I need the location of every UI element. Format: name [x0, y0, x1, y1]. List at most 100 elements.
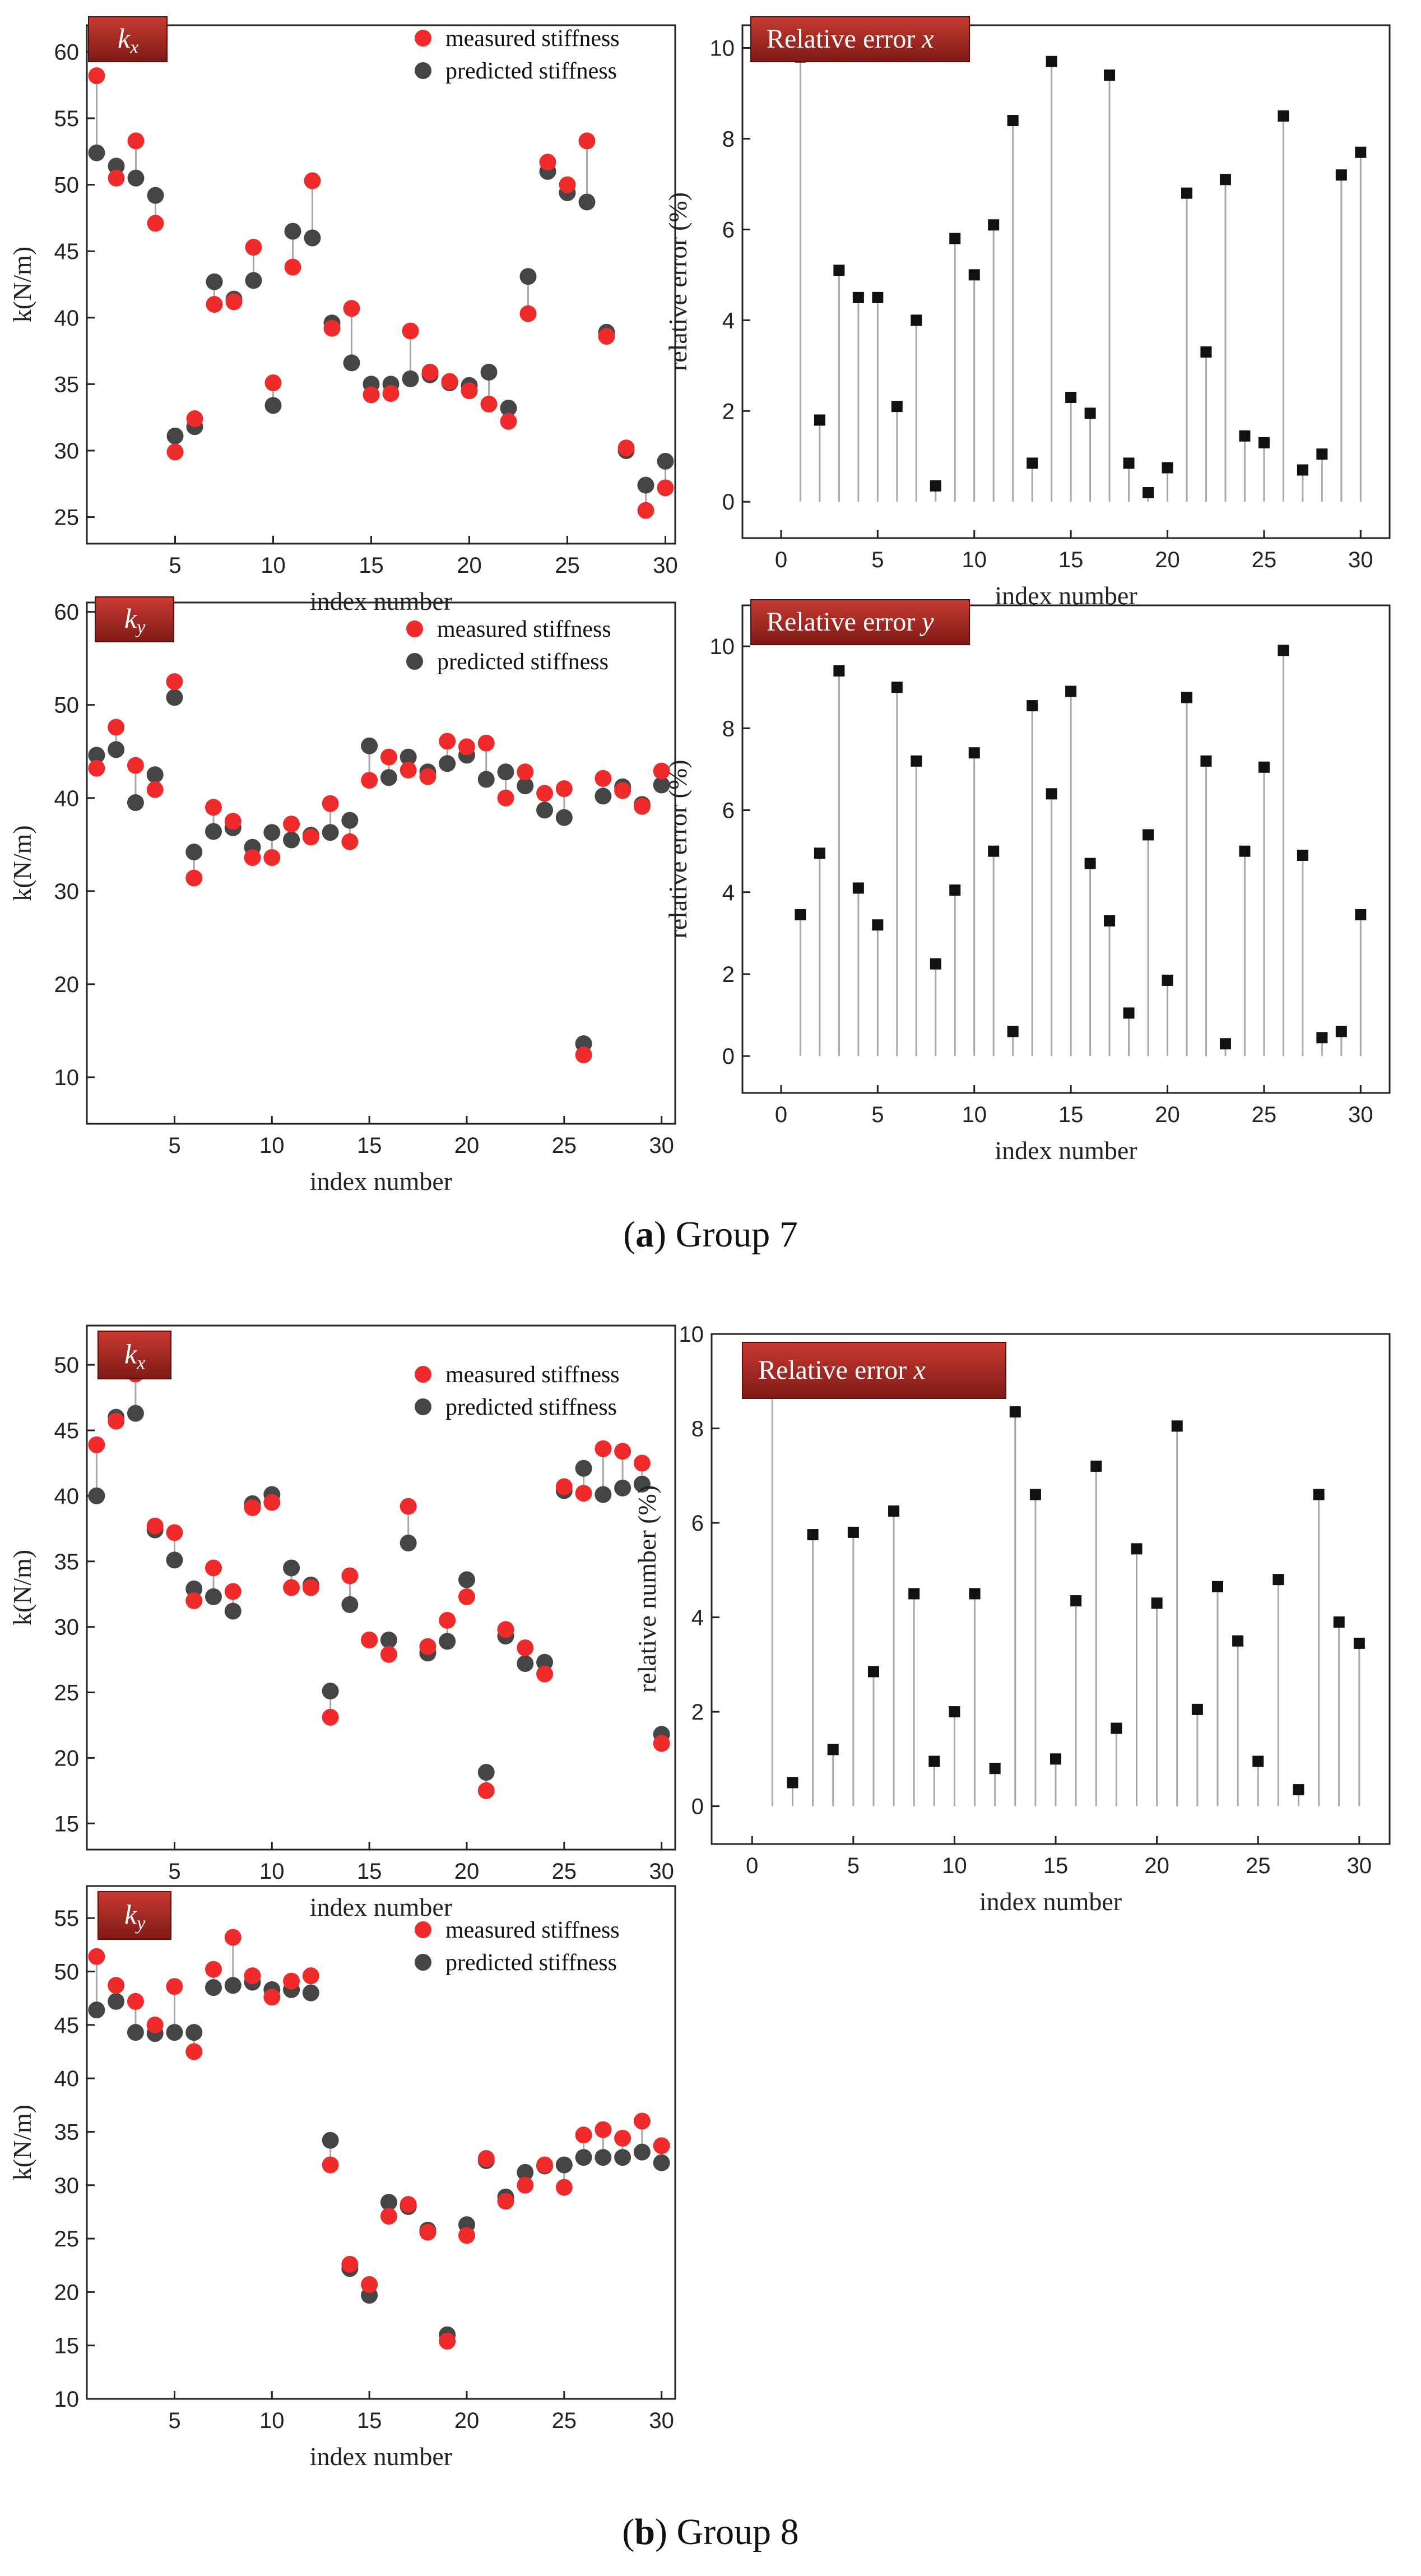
measured-point	[146, 2016, 164, 2033]
predicted-point	[185, 2024, 203, 2041]
plot-frame	[86, 601, 676, 1125]
x-tick-label: 5	[169, 553, 181, 578]
measured-point	[127, 132, 145, 150]
y-tick-label: 30	[54, 879, 80, 904]
legend-measured-label: measured stiffness	[445, 1917, 620, 1943]
predicted-point	[477, 1764, 495, 1781]
predicted-point	[536, 1653, 554, 1671]
error-marker	[1065, 685, 1077, 697]
predicted-point	[633, 1475, 651, 1493]
measured-point	[224, 813, 242, 830]
error-marker	[1335, 169, 1347, 181]
error-marker	[928, 1755, 940, 1767]
error-marker	[1131, 1543, 1143, 1555]
y-tick-label: 0	[722, 1044, 735, 1069]
x-tick-label: 10	[962, 1102, 987, 1127]
measured-point	[519, 305, 537, 322]
predicted-point	[477, 771, 495, 788]
measured-point	[108, 169, 125, 187]
measured-point	[244, 849, 261, 867]
plot-frame	[741, 604, 1391, 1094]
y-tick-label: 35	[54, 372, 80, 397]
y-axis-label: k(N/m)	[8, 2105, 36, 2180]
error-marker	[1007, 1026, 1019, 1037]
measured-point	[361, 2276, 378, 2294]
error-marker	[1333, 1616, 1345, 1628]
x-tick-label: 30	[653, 553, 678, 578]
x-tick-label: 5	[847, 1854, 860, 1878]
error-marker	[872, 919, 884, 931]
caption-label-b: b	[634, 2512, 656, 2552]
caption-label-a: a	[635, 1214, 654, 1255]
y-tick-label: 10	[679, 1322, 704, 1347]
error-marker	[1335, 1026, 1347, 1037]
measured-point	[341, 1567, 359, 1584]
y-tick-label: 4	[691, 1606, 704, 1630]
predicted-point	[283, 831, 300, 849]
measured-point	[617, 439, 635, 457]
predicted-point	[595, 1486, 612, 1503]
predicted-point	[206, 273, 223, 290]
measured-point	[380, 1646, 397, 1663]
measured-point	[284, 258, 301, 276]
x-tick-label: 20	[454, 1133, 480, 1158]
measured-point	[497, 789, 514, 807]
x-tick-label: 15	[357, 1133, 382, 1158]
measured-point	[458, 2227, 475, 2244]
measured-point	[578, 132, 596, 150]
y-tick-label: 25	[54, 2227, 80, 2251]
measured-point	[633, 1454, 651, 1472]
error-marker	[1027, 457, 1038, 469]
error-marker	[847, 1526, 859, 1538]
y-tick-label: 40	[54, 786, 80, 811]
measured-point	[439, 733, 456, 750]
y-tick-label: 6	[722, 799, 735, 823]
x-tick-label: 0	[775, 1102, 787, 1127]
measured-point	[419, 2223, 436, 2241]
x-tick-label: 30	[1347, 1854, 1372, 1878]
y-tick-label: 55	[54, 1906, 80, 1931]
measured-point	[264, 374, 282, 392]
plot-frame	[86, 24, 676, 545]
measured-point	[441, 373, 458, 390]
predicted-point	[127, 2024, 144, 2041]
y-tick-label: 2	[722, 399, 735, 424]
measured-point	[341, 833, 359, 850]
error-marker	[911, 755, 922, 767]
error-marker	[1353, 1637, 1365, 1649]
x-tick-label: 5	[168, 1859, 180, 1884]
y-tick-label: 55	[54, 106, 80, 131]
error-marker	[1084, 858, 1096, 869]
predicted-point	[439, 755, 456, 772]
x-tick-label: 25	[1246, 1854, 1271, 1878]
legend-predicted-marker	[415, 1954, 431, 1971]
error-marker	[1123, 1007, 1135, 1019]
y-tick-label: 45	[54, 1419, 80, 1443]
predicted-point	[127, 794, 144, 812]
measured-point	[657, 479, 674, 497]
y-tick-label: 2	[691, 1700, 704, 1725]
y-tick-label: 60	[54, 40, 80, 64]
predicted-point	[263, 824, 281, 841]
predicted-point	[637, 476, 654, 494]
panel-badge-label: kx	[118, 22, 138, 58]
plot-frame	[710, 1333, 1391, 1845]
measured-point	[205, 1559, 222, 1577]
error-marker	[1065, 391, 1077, 403]
y-tick-label: 15	[54, 2334, 80, 2359]
error-marker	[1297, 464, 1308, 476]
error-marker	[1181, 187, 1192, 199]
measured-point	[205, 799, 222, 816]
measured-point	[614, 2129, 631, 2147]
measured-point	[304, 172, 321, 189]
error-marker	[949, 233, 961, 244]
measured-point	[458, 738, 475, 756]
predicted-point	[341, 812, 359, 829]
y-axis-label: relative error (%)	[663, 759, 692, 938]
x-axis-label: index number	[310, 587, 452, 615]
error-marker	[1355, 909, 1367, 920]
measured-point	[283, 1972, 300, 1990]
predicted-point	[555, 809, 573, 826]
predicted-point	[88, 2002, 105, 2019]
legend-predicted-marker	[406, 653, 423, 670]
